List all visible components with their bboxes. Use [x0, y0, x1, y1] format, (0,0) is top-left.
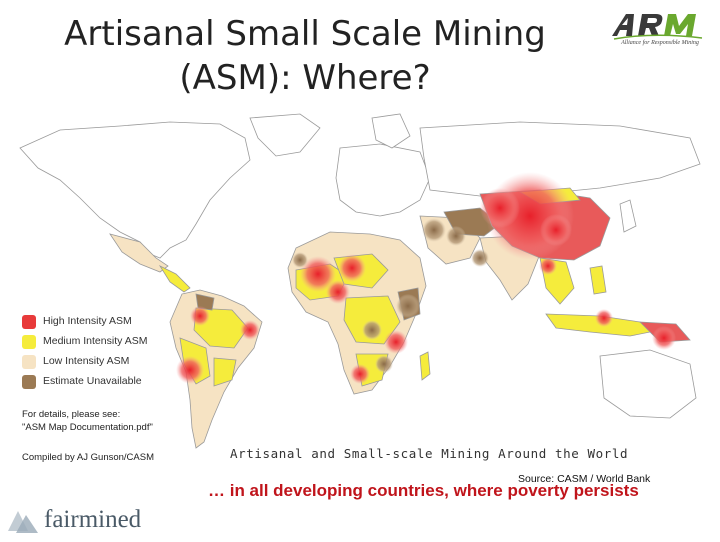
- madagascar: [419, 351, 431, 381]
- compiled-by: Compiled by AJ Gunson/CASM: [22, 452, 155, 463]
- arm-tagline: Alliance for Responsible Mining: [621, 40, 699, 46]
- legend-item-low: Low Intensity ASM: [22, 352, 182, 372]
- greenland: [249, 113, 321, 157]
- details-line-1: For details, please see:: [22, 409, 121, 420]
- fairmined-wordmark: fairmined: [44, 506, 142, 533]
- legend-swatch-low: [22, 355, 36, 369]
- legend-label-high: High Intensity ASM: [43, 315, 132, 327]
- legend-item-medium: Medium Intensity ASM: [22, 332, 182, 352]
- title-line-2: (ASM): Where?: [179, 58, 431, 98]
- fairmined-logo: fairmined: [6, 505, 156, 537]
- legend-swatch-high: [22, 315, 36, 329]
- legend-label-unavailable: Estimate Unavailable: [43, 375, 142, 387]
- page-title: Artisanal Small Scale Mining (ASM): Wher…: [0, 12, 610, 100]
- source-credit: Source: CASM / World Bank: [518, 473, 651, 485]
- legend-item-high: High Intensity ASM: [22, 312, 182, 332]
- title-line-1: Artisanal Small Scale Mining: [64, 14, 546, 54]
- details-line-2: "ASM Map Documentation.pdf": [22, 422, 153, 433]
- legend-label-medium: Medium Intensity ASM: [43, 335, 148, 347]
- europe: [335, 143, 431, 217]
- brazil-south: [213, 357, 237, 387]
- fairmined-icon: [8, 511, 38, 533]
- venezuela: [195, 293, 215, 311]
- world-map: [0, 108, 720, 468]
- legend-item-unavailable: Estimate Unavailable: [22, 372, 182, 392]
- central-america: [158, 265, 191, 293]
- details-note: For details, please see: "ASM Map Docume…: [22, 408, 153, 434]
- legend-label-low: Low Intensity ASM: [43, 355, 130, 367]
- map-caption: Artisanal and Small-scale Mining Around …: [230, 446, 629, 461]
- north-america: [19, 121, 251, 259]
- tagline: … in all developing countries, where pov…: [208, 481, 639, 500]
- australia: [599, 349, 697, 419]
- japan: [619, 199, 637, 233]
- legend-swatch-unavailable: [22, 375, 36, 389]
- philippines: [589, 265, 607, 295]
- arm-logo: [604, 6, 712, 50]
- legend-swatch-medium: [22, 335, 36, 349]
- scandinavia: [371, 113, 411, 149]
- north-asia: [419, 121, 701, 197]
